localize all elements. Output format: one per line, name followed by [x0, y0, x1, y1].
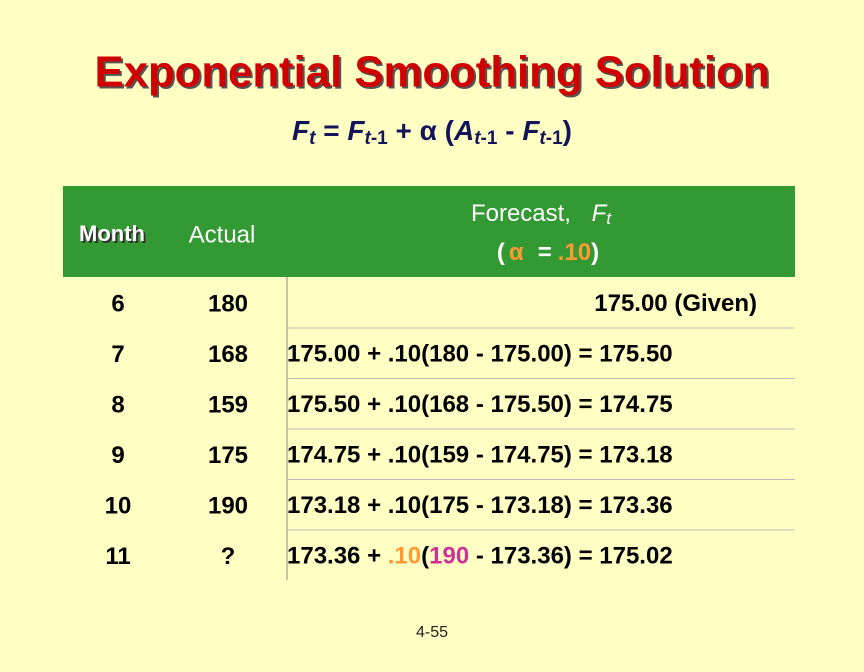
formula-part: + α ( — [388, 115, 455, 146]
forecast-part: 190 — [429, 543, 469, 570]
actual-cell: 168 — [208, 341, 248, 368]
forecast-part: .10 — [388, 543, 421, 570]
actual-cell: 159 — [208, 391, 248, 418]
formula-subscript: -1 — [481, 128, 498, 149]
alpha-value: .10 — [558, 239, 591, 266]
forecast-cell: 175.00 (Given) — [594, 290, 757, 317]
forecast-part: 174.75 + .10(159 - 174.75) = 173.18 — [287, 442, 673, 469]
formula-part: F — [347, 115, 365, 146]
formula-part: ) — [563, 115, 572, 146]
month-cell: 8 — [111, 391, 124, 418]
forecast-part: - 173.36) = 175.02 — [469, 543, 672, 570]
forecast-part: 173.18 + .10(175 - 173.18) = 173.36 — [287, 492, 673, 519]
actual-cell: 175 — [208, 442, 248, 469]
forecast-part: 175.00 + .10(180 - 175.00) = 175.50 — [287, 341, 673, 368]
month-cell: 9 — [111, 442, 124, 469]
alpha-header: (α = .10) — [497, 239, 599, 266]
forecast-part: 175.00 (Given) — [594, 290, 757, 317]
paren: ) — [591, 239, 599, 266]
actual-header: Actual — [189, 221, 256, 248]
month-cell: 10 — [105, 492, 132, 519]
formula-part: A — [453, 115, 474, 146]
forecast-cell: 173.18 + .10(175 - 173.18) = 173.36 — [287, 492, 673, 519]
alpha-symbol: α — [509, 239, 524, 266]
month-header: Month — [79, 221, 145, 246]
forecast-cell: 173.36 + .10(190 - 173.36) = 175.02 — [287, 543, 673, 570]
forecast-word: Forecast, — [471, 200, 571, 227]
month-cell: 7 — [111, 341, 124, 368]
formula-subscript: -1 — [371, 128, 388, 149]
forecast-header: Forecast, Ft — [471, 200, 612, 228]
forecast-part: 175.50 + .10(168 - 175.50) = 174.75 — [287, 391, 673, 418]
formula-part: = — [315, 115, 347, 146]
actual-cell: 190 — [208, 492, 248, 519]
formula-part: F — [522, 115, 540, 146]
formula-subscript: t — [309, 128, 316, 149]
actual-cell: ? — [221, 543, 236, 570]
forecast-part: 173.36 + — [287, 543, 388, 570]
forecast-cell: 174.75 + .10(159 - 174.75) = 173.18 — [287, 442, 673, 469]
formula-part: F — [292, 115, 310, 146]
header-band — [63, 186, 795, 277]
actual-cell: 180 — [208, 290, 248, 317]
formula-subscript: t — [364, 128, 371, 149]
formula-subscript: -1 — [546, 128, 563, 149]
forecast-subscript: t — [606, 209, 612, 228]
forecast-part: ( — [421, 543, 429, 570]
formula-subscript: t — [474, 128, 481, 149]
forecast-cell: 175.00 + .10(180 - 175.00) = 175.50 — [287, 341, 673, 368]
formula: Ft = Ft-1 + α (At-1 - Ft-1) — [292, 115, 572, 149]
paren: ( — [497, 239, 505, 266]
title-shadow: Exponential Smoothing Solution — [97, 50, 772, 99]
forecast-symbol: F — [592, 200, 608, 227]
equals: = — [538, 239, 552, 266]
formula-subscript: t — [539, 128, 546, 149]
page-number: 4-55 — [416, 624, 448, 641]
formula-part: - — [497, 115, 522, 146]
month-cell: 11 — [105, 543, 130, 570]
title: Exponential Smoothing Solution — [95, 48, 770, 97]
forecast-cell: 175.50 + .10(168 - 175.50) = 174.75 — [287, 391, 673, 418]
month-cell: 6 — [111, 290, 124, 317]
month-header-shadow: Month — [81, 223, 147, 248]
